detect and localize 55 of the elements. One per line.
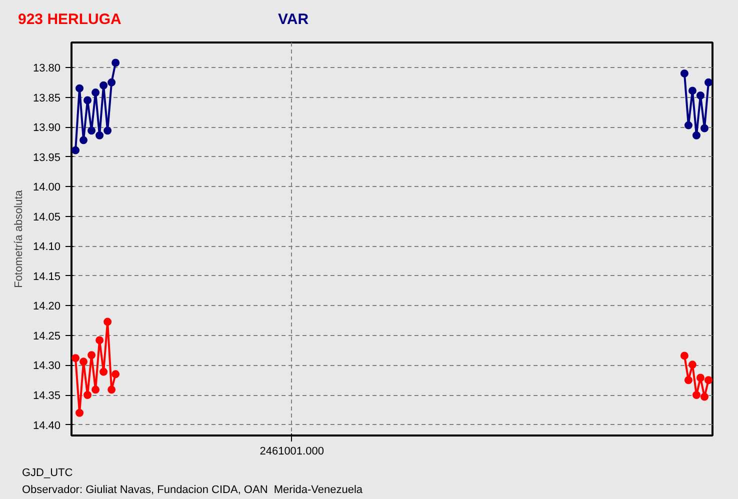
y-tick-label: 14.35 — [32, 390, 61, 402]
point — [704, 78, 712, 86]
point — [704, 376, 712, 384]
y-tick-label: 14.05 — [32, 211, 61, 224]
x-axis-title: GJD_UTC — [22, 467, 73, 479]
y-tick-label: 14.00 — [32, 182, 61, 194]
point — [76, 408, 84, 417]
y-tick-label: 14.10 — [32, 241, 61, 254]
y-tick-label: 14.30 — [32, 360, 61, 372]
point — [92, 386, 100, 394]
point — [104, 318, 112, 326]
x-tick-label: 2461001.000 — [260, 446, 324, 458]
point — [680, 69, 688, 78]
point — [684, 121, 692, 130]
y-tick-label: 14.20 — [32, 300, 61, 313]
point — [88, 126, 96, 135]
point — [108, 78, 116, 86]
y-tick-label: 13.90 — [32, 122, 61, 134]
point — [692, 131, 700, 140]
point — [108, 386, 116, 394]
point — [72, 146, 80, 154]
point — [700, 392, 708, 401]
point — [692, 391, 700, 399]
point — [700, 124, 708, 132]
point — [96, 336, 104, 344]
point — [112, 58, 120, 67]
point — [84, 96, 92, 104]
point — [72, 354, 80, 362]
point — [76, 84, 84, 92]
text: 923 HERLUGA — [18, 10, 122, 30]
y-tick-label: 14.15 — [32, 270, 61, 283]
point — [100, 368, 108, 376]
point — [684, 376, 692, 384]
y-tick-label: 13.95 — [32, 152, 61, 164]
y-tick-label: 13.80 — [32, 62, 61, 75]
text: VAR — [278, 10, 310, 30]
point — [100, 81, 108, 90]
point — [688, 86, 696, 95]
y-axis-title: Fotometría absoluta — [12, 189, 25, 288]
point — [92, 88, 100, 97]
y-tick-label: 14.40 — [32, 420, 61, 432]
y-tick-label: 13.85 — [32, 92, 61, 104]
point — [696, 374, 704, 382]
point — [88, 351, 96, 360]
text: Observador: Giuliat Navas, Fundacion CIDA, OAN Merida-Venezuela — [22, 484, 363, 496]
point — [96, 131, 104, 140]
point — [696, 92, 704, 100]
point — [688, 360, 696, 369]
point — [112, 370, 120, 378]
y-tick-label: 14.25 — [32, 330, 61, 342]
point — [80, 136, 88, 144]
point — [84, 391, 92, 399]
point — [680, 352, 688, 360]
point — [104, 126, 112, 135]
point — [80, 358, 88, 366]
